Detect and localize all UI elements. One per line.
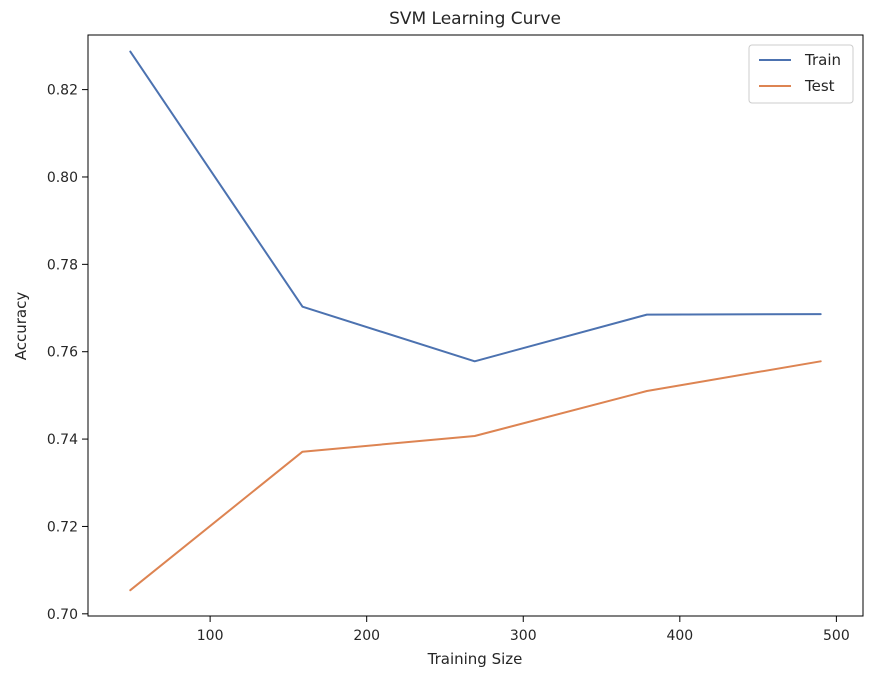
series-line-train <box>129 50 822 363</box>
x-tick-label: 200 <box>353 628 380 644</box>
legend: Train Test <box>748 44 854 104</box>
x-axis-label: Training Size <box>427 650 523 668</box>
series-lines <box>129 50 822 592</box>
x-tick-label: 400 <box>666 628 693 644</box>
y-tick-label: 0.70 <box>47 607 78 623</box>
legend-label: Test <box>804 77 835 95</box>
y-tick-label: 0.80 <box>47 170 78 186</box>
x-tick-label: 500 <box>823 628 850 644</box>
chart-title: SVM Learning Curve <box>389 9 561 29</box>
series-line-test <box>129 360 822 592</box>
y-axis-label: Accuracy <box>12 292 30 361</box>
plot-frame <box>87 34 864 617</box>
y-tick-label: 0.72 <box>47 519 78 535</box>
x-tick-label: 300 <box>510 628 537 644</box>
y-tick-label: 0.74 <box>47 432 78 448</box>
y-tick-label: 0.82 <box>47 83 78 99</box>
legend-label: Train <box>804 51 841 69</box>
y-tick-label: 0.78 <box>47 257 78 273</box>
y-tick-label: 0.76 <box>47 345 78 361</box>
axis-ticks: 100 200 300 400 500 0.70 0.72 0.74 0.76 0.78 0.80 0… <box>47 83 850 644</box>
x-tick-label: 100 <box>197 628 224 644</box>
